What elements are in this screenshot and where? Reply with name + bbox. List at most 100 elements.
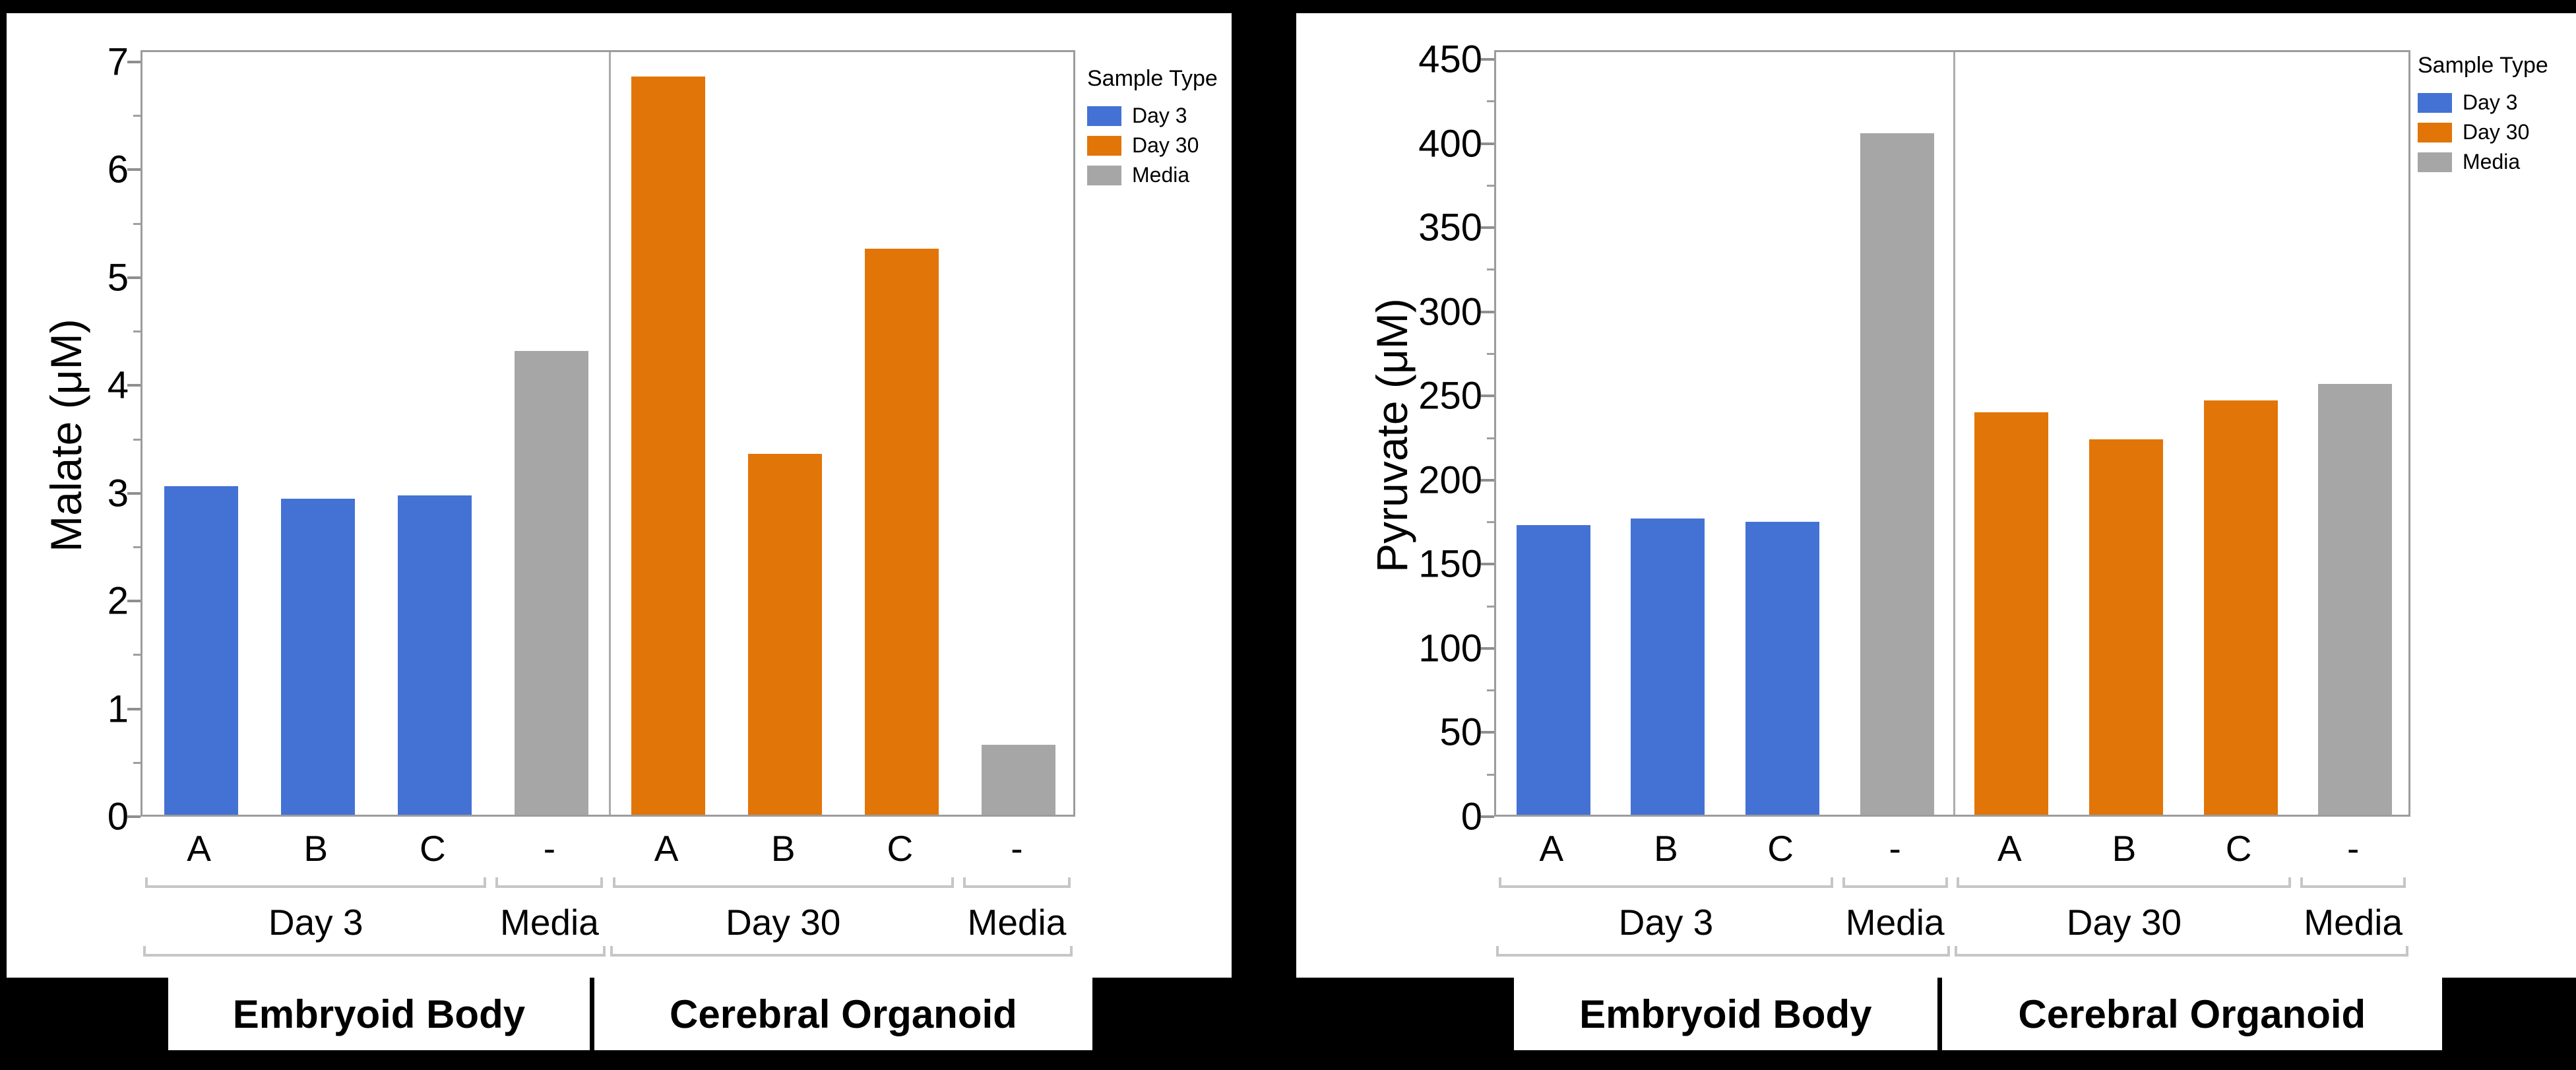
y-axis-major-tick xyxy=(1481,563,1494,566)
group-label-day30: Day 30 xyxy=(2066,902,2182,943)
legend-item-day30: Day 30 xyxy=(2418,117,2548,147)
band-cell-embryoid-body: Embryoid Body xyxy=(168,978,590,1050)
legend: Sample Type Day 3 Day 30 Media xyxy=(1087,66,1218,190)
bar-media-- xyxy=(1860,133,1934,815)
y-axis-minor-tick xyxy=(1487,352,1494,355)
group-label-day3: Day 3 xyxy=(1618,902,1714,943)
y-axis-minor-tick xyxy=(1487,100,1494,103)
legend-swatch-day30-icon xyxy=(1087,135,1121,156)
supergroup-bracket-cerebral-organoid xyxy=(1954,946,2408,957)
bar-day30-a xyxy=(631,77,706,815)
legend-item-media: Media xyxy=(1087,160,1218,190)
legend: Sample Type Day 3 Day 30 Media xyxy=(2418,53,2548,177)
y-axis-minor-tick xyxy=(1487,184,1494,187)
pyruvate-chart-panel: Pyruvate (μM) Sample Type Day 3 Day 30 M… xyxy=(1296,13,2576,978)
y-tick-label: 50 xyxy=(1439,710,1482,754)
group-label-day3: Day 3 xyxy=(268,902,363,943)
x-tick-label-a: A xyxy=(1539,828,1564,869)
y-tick-label: 200 xyxy=(1418,458,1482,502)
group-label-media: Media xyxy=(2304,902,2403,943)
legend-swatch-day3-icon xyxy=(2418,92,2452,113)
x-tick-label-dash: - xyxy=(1889,828,1901,869)
group-bracket-day3 xyxy=(1498,877,1833,888)
band-divider-line xyxy=(589,978,594,1050)
group-bracket-day30 xyxy=(1957,877,2292,888)
bar-media-- xyxy=(2318,384,2393,815)
bar-day30-a xyxy=(1974,412,2049,815)
bar-media-- xyxy=(982,745,1056,815)
legend-item-day3: Day 3 xyxy=(1087,101,1218,131)
supergroup-bracket-embryoid-body xyxy=(1496,946,1951,957)
y-axis-major-tick xyxy=(1481,310,1494,313)
band-label-embryoid-body: Embryoid Body xyxy=(232,991,526,1036)
y-axis-minor-tick xyxy=(133,330,141,333)
band-label-cerebral-organoid: Cerebral Organoid xyxy=(2018,991,2366,1036)
y-tick-label: 100 xyxy=(1418,627,1482,670)
x-tick-label-b: B xyxy=(303,828,329,869)
y-tick-label: 3 xyxy=(107,472,129,515)
band-cell-cerebral-organoid: Cerebral Organoid xyxy=(594,978,1092,1050)
y-tick-label: 0 xyxy=(107,795,129,838)
band-label-cerebral-organoid: Cerebral Organoid xyxy=(670,991,1017,1036)
y-axis-major-tick xyxy=(1481,815,1494,818)
y-axis-major-tick xyxy=(127,276,141,279)
bar-day3-b xyxy=(280,499,355,815)
y-tick-label: 7 xyxy=(107,40,129,84)
legend-label-media: Media xyxy=(2463,150,2521,173)
y-tick-label: 250 xyxy=(1418,374,1482,418)
y-axis-major-tick xyxy=(127,815,141,818)
x-tick-label-b: B xyxy=(2112,828,2137,869)
y-axis-minor-tick xyxy=(1487,521,1494,524)
y-axis-minor-tick xyxy=(133,438,141,441)
group-divider-line xyxy=(608,52,611,815)
y-tick-label: 350 xyxy=(1418,206,1482,249)
y-tick-label: 2 xyxy=(107,579,129,623)
y-tick-label: 400 xyxy=(1418,122,1482,166)
x-tick-label-b: B xyxy=(1654,828,1678,869)
y-axis-minor-tick xyxy=(1487,605,1494,608)
bar-day3-a xyxy=(1516,525,1590,815)
y-axis-major-tick xyxy=(1481,142,1494,145)
y-axis-major-tick xyxy=(1481,394,1494,398)
group-label-day30: Day 30 xyxy=(726,902,841,943)
bar-day3-a xyxy=(164,486,238,815)
pyruvate-supergroup-band: Embryoid Body Cerebral Organoid xyxy=(1514,978,2442,1050)
bar-day30-b xyxy=(2089,439,2163,815)
malate-supergroup-band: Embryoid Body Cerebral Organoid xyxy=(168,978,1092,1050)
y-axis-major-tick xyxy=(127,600,141,603)
y-tick-label: 450 xyxy=(1418,38,1482,81)
y-axis-major-tick xyxy=(1481,646,1494,650)
y-axis-title-malate: Malate (μM) xyxy=(42,319,90,552)
group-bracket-day30 xyxy=(612,877,954,888)
group-label-media: Media xyxy=(1845,902,1945,943)
y-axis-minor-tick xyxy=(133,115,141,117)
band-label-embryoid-body: Embryoid Body xyxy=(1579,991,1872,1036)
bar-media-- xyxy=(514,351,588,815)
x-tick-label-a: A xyxy=(187,828,211,869)
x-tick-label-dash: - xyxy=(1011,828,1023,869)
legend-title: Sample Type xyxy=(2418,53,2548,78)
plot-area-malate xyxy=(141,50,1075,817)
malate-chart-panel: Malate (μM) Sample Type Day 3 Day 30 Med… xyxy=(7,13,1232,978)
y-axis-minor-tick xyxy=(133,546,141,548)
supergroup-bracket-embryoid-body xyxy=(142,946,606,957)
supergroup-bracket-cerebral-organoid xyxy=(610,946,1073,957)
y-axis-minor-tick xyxy=(1487,773,1494,776)
band-cell-embryoid-body: Embryoid Body xyxy=(1514,978,1937,1050)
legend-label-day30: Day 30 xyxy=(1132,133,1199,157)
y-axis-minor-tick xyxy=(133,761,141,764)
group-bracket-media xyxy=(495,877,604,888)
x-tick-label-c: C xyxy=(887,828,914,869)
y-axis-major-tick xyxy=(127,168,141,172)
y-tick-label: 5 xyxy=(107,256,129,299)
bar-day3-b xyxy=(1631,519,1705,815)
x-tick-label-dash: - xyxy=(2347,828,2360,869)
x-tick-label-c: C xyxy=(1767,828,1794,869)
bar-day3-c xyxy=(1745,522,1820,815)
plot-area-pyruvate xyxy=(1494,50,2410,817)
x-tick-label-a: A xyxy=(1997,828,2022,869)
y-axis-major-tick xyxy=(1481,478,1494,482)
y-tick-label: 0 xyxy=(1461,795,1482,838)
band-divider-line xyxy=(1937,978,1942,1050)
y-axis-major-tick xyxy=(127,384,141,387)
